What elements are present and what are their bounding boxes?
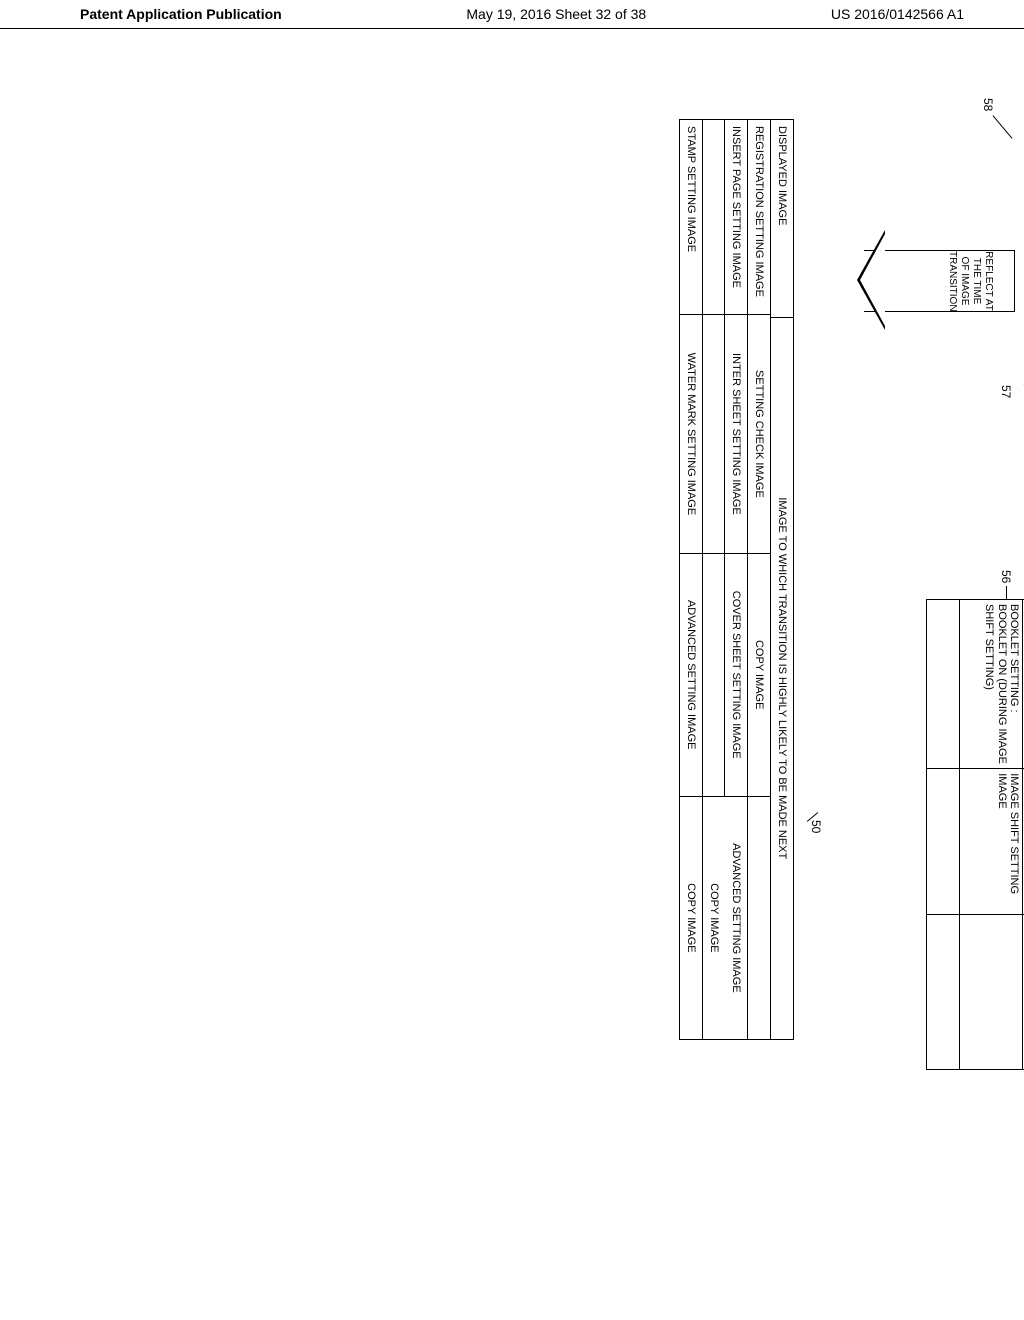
st-r3-a (926, 599, 960, 769)
pub-right: US 2016/0142566 A1 (831, 6, 964, 22)
dt-r1-c: COVER SHEET SETTING IMAGE (724, 553, 748, 797)
dt-head-a: DISPLAYED IMAGE (770, 119, 794, 318)
dt-r3-d: COPY IMAGE (679, 796, 703, 1040)
pub-center: May 19, 2016 Sheet 32 of 38 (466, 6, 646, 22)
dt-r0-d (747, 796, 771, 1040)
dt-r0-c: COPY IMAGE (747, 553, 771, 797)
dt-r0-a: REGISTRATION SETTING IMAGE (747, 119, 771, 315)
dt-r2-a (702, 119, 725, 315)
dt-r2-d: COPY IMAGE (702, 796, 725, 1040)
st-r2-a: BOOKLET SETTING : BOOKLET ON (DURING IMA… (959, 599, 1023, 769)
displayed-table: DISPLAYED IMAGE IMAGE TO WHICH TRANSITIO… (679, 120, 793, 1040)
ref-50: 50 (809, 820, 823, 833)
dt-r1-d: ADVANCED SETTING IMAGE (724, 796, 748, 1040)
arrow-down-head-icon (857, 230, 885, 330)
lead-58 (993, 115, 1013, 139)
dt-r1-b: INTER SHEET SETTING IMAGE (724, 314, 748, 553)
dt-r2-c (702, 553, 725, 797)
dt-r3-c: ADVANCED SETTING IMAGE (679, 553, 703, 797)
st-r3-c (926, 914, 960, 1070)
arrow-down: REFLECT AT THE TIME OF IMAGE TRANSITION (855, 220, 1015, 330)
ref-57: 57 (999, 385, 1013, 398)
dt-r0-b: SETTING CHECK IMAGE (747, 314, 771, 553)
dt-head-bcd: IMAGE TO WHICH TRANSITION IS HIGHLY LIKE… (770, 317, 794, 1040)
dt-r3-a: STAMP SETTING IMAGE (679, 119, 703, 315)
st-r2-b: IMAGE SHIFT SETTING IMAGE (959, 768, 1023, 915)
dt-r2-b (702, 314, 725, 553)
dt-r3-b: WATER MARK SETTING IMAGE (679, 314, 703, 553)
ref-58: 58 (981, 98, 995, 111)
pub-left: Patent Application Publication (80, 6, 282, 22)
setting-table: SETTING ITEM : SET VALUE IMAGE TO WHICH … (926, 600, 1024, 1070)
figure-content: FIG.24 CURRENT IMAGE: PAPER SETTING IMAG… (553, 120, 1024, 1120)
lead-56 (1006, 586, 1007, 600)
diagram: 54 CANDIDATE TABLE Nin1 SETTING IMAGE DO… (553, 120, 1024, 1100)
ref-56: 56 (999, 570, 1013, 583)
st-r3-b (926, 768, 960, 915)
dt-r1-a: INSERT PAGE SETTING IMAGE (724, 119, 748, 315)
arrow-down-label: REFLECT AT THE TIME OF IMAGE TRANSITION (864, 250, 1015, 312)
page-header: Patent Application Publication May 19, 2… (0, 0, 1024, 29)
st-r2-c (959, 914, 1023, 1070)
